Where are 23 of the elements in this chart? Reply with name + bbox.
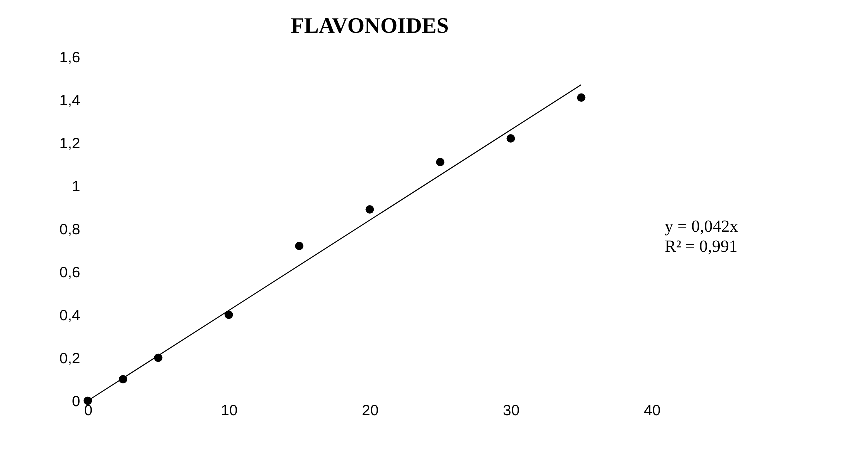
- x-tick-label: 40: [644, 402, 661, 420]
- y-tick-label: 0,4: [60, 308, 80, 324]
- point: [436, 158, 445, 167]
- chart-title: FLAVONOIDES: [290, 13, 450, 38]
- point: [84, 396, 92, 406]
- point: [577, 94, 586, 102]
- y-tick-label: 1,4: [60, 92, 80, 110]
- point: [366, 205, 374, 214]
- y-tick-label: 0,6: [60, 264, 80, 282]
- point: [295, 242, 304, 250]
- x-tick-label: 10: [221, 402, 238, 420]
- y-tick-label: 1,2: [60, 136, 80, 152]
- point: [506, 134, 516, 143]
- text: R² = 0,991: [665, 237, 738, 256]
- x-tick-label: 30: [503, 402, 520, 420]
- y-tick-label: 0,8: [60, 222, 80, 238]
- text: y = 0,042x: [665, 217, 739, 236]
- x-tick-label: 0: [84, 402, 93, 420]
- y-tick-label: 1: [72, 178, 80, 196]
- y-tick-label: 0,2: [60, 350, 80, 368]
- x-tick-label: 20: [362, 402, 379, 420]
- y-tick-label: 1,6: [60, 50, 80, 66]
- point: [224, 310, 234, 320]
